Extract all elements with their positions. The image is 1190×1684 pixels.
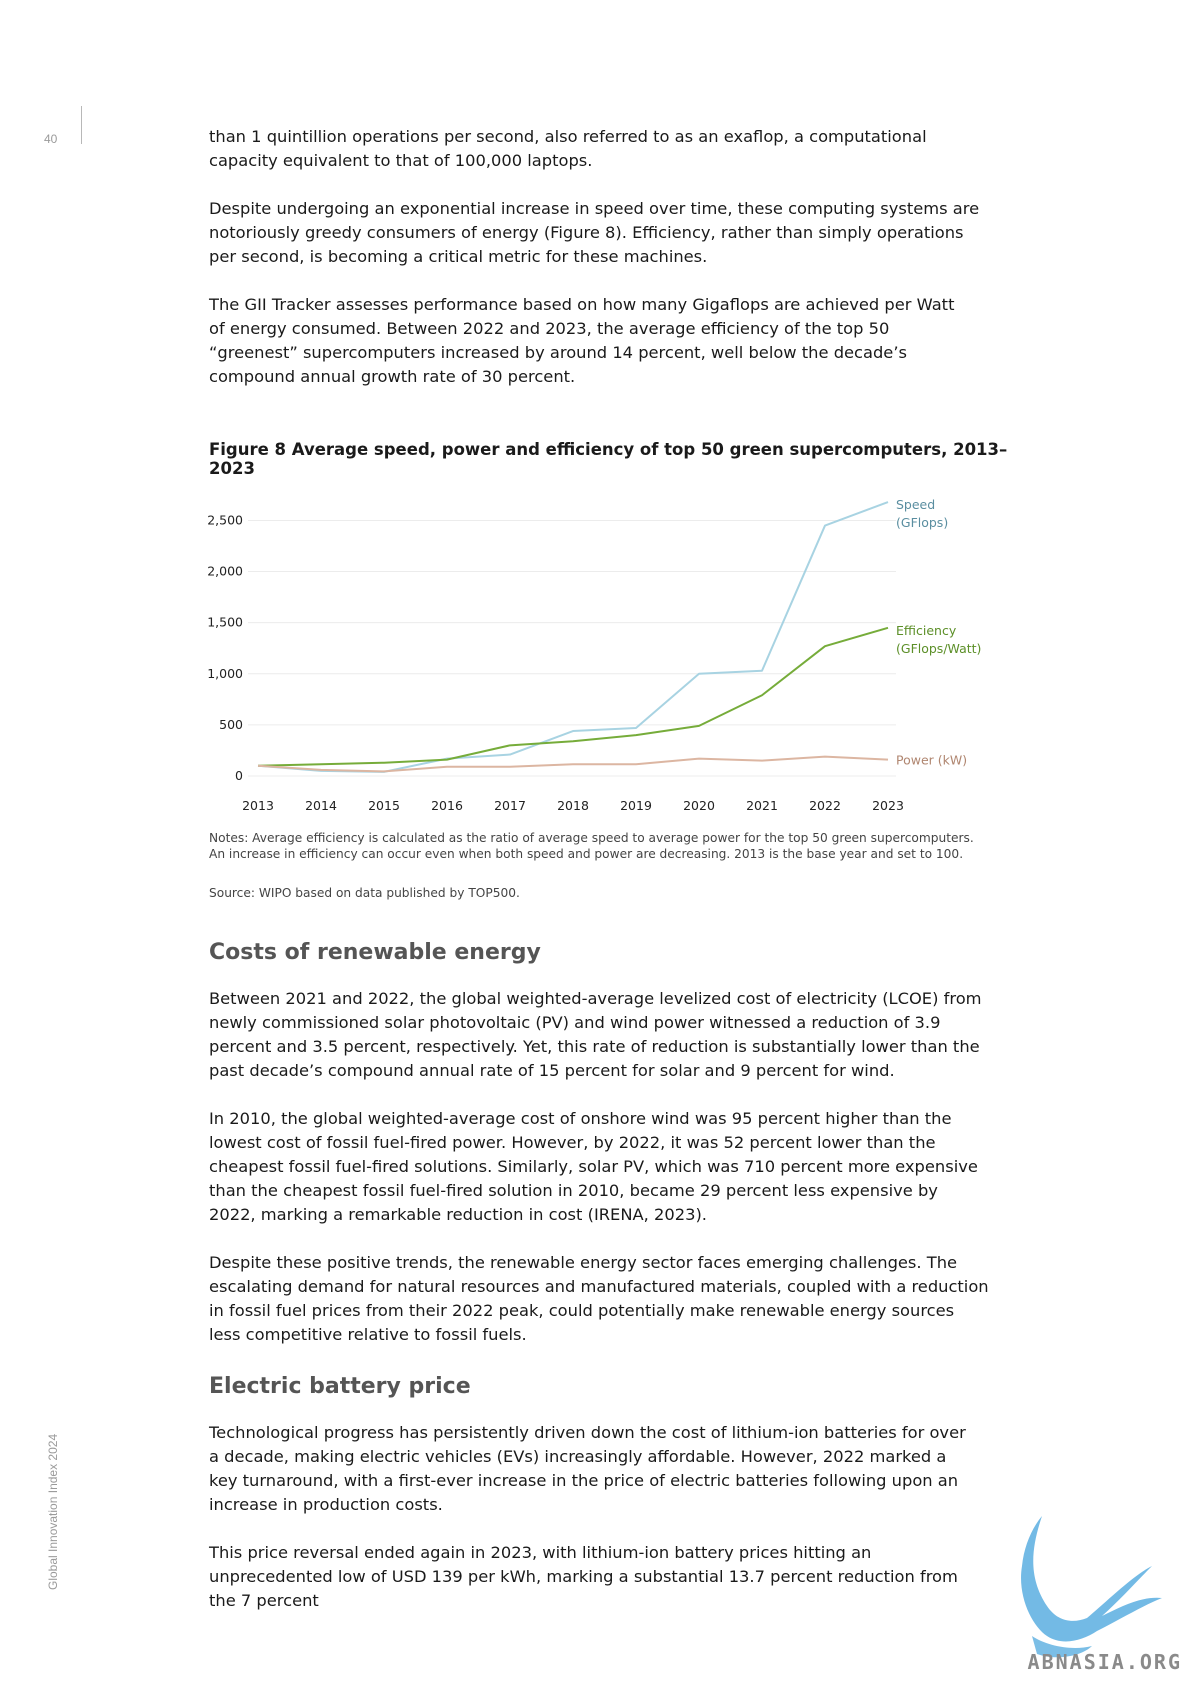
- x-tick-label: 2018: [557, 798, 589, 813]
- watermark-text: ABNASIA.ORG: [1027, 1650, 1182, 1674]
- paragraph: This price reversal ended again in 2023,…: [209, 1543, 958, 1610]
- chart-container: 0 500 1,000 1,500 2,000 2,500 2013 2014 2015 201…: [200, 480, 1000, 820]
- y-tick-label: 0: [235, 768, 243, 783]
- x-tick-label: 2021: [746, 798, 778, 813]
- section-battery-price: Electric battery price Technological pro…: [209, 1374, 989, 1613]
- paragraph: In 2010, the global weighted-average cos…: [209, 1109, 978, 1224]
- watermark-logo: [1002, 1506, 1182, 1676]
- section-heading: Electric battery price: [209, 1374, 471, 1399]
- y-tick-label: 2,500: [207, 512, 243, 527]
- y-axis: 0 500 1,000 1,500 2,000 2,500: [207, 512, 243, 783]
- x-axis: 2013 2014 2015 2016 2017 2018 2019 2020 2021 2022…: [242, 798, 904, 813]
- paragraph: Technological progress has persistently …: [209, 1423, 966, 1514]
- series-line: [257, 501, 889, 773]
- y-tick-label: 500: [219, 717, 243, 732]
- x-tick-label: 2013: [242, 798, 274, 813]
- x-tick-label: 2019: [620, 798, 652, 813]
- section-heading: Costs of renewable energy: [209, 940, 541, 965]
- series-line: [257, 755, 889, 773]
- x-tick-label: 2015: [368, 798, 400, 813]
- x-tick-label: 2022: [809, 798, 841, 813]
- figure-source: Source: WIPO based on data published by …: [209, 886, 520, 900]
- y-tick-label: 1,000: [207, 666, 243, 681]
- series-label: Power (kW): [896, 753, 967, 768]
- paragraph-1: than 1 quintillion operations per second…: [209, 127, 927, 170]
- x-tick-label: 2016: [431, 798, 463, 813]
- paragraph-3: The GII Tracker assesses performance bas…: [209, 295, 955, 386]
- griffin-logo-icon: [1021, 1516, 1162, 1658]
- x-tick-label: 2023: [872, 798, 904, 813]
- paragraph: Despite these positive trends, the renew…: [209, 1253, 989, 1344]
- paragraph-2: Despite undergoing an exponential increa…: [209, 199, 980, 266]
- series-label: Speed (GFlops): [896, 497, 948, 530]
- figure-title: Figure 8 Average speed, power and effici…: [209, 440, 1008, 478]
- series-labels: Speed (GFlops) Efficiency (GFlops/Watt) Powe…: [896, 497, 981, 768]
- chart-grid: [248, 519, 896, 777]
- x-tick-label: 2017: [494, 798, 526, 813]
- series-label: Efficiency (GFlops/Watt): [896, 623, 981, 656]
- chart-series: [257, 501, 889, 773]
- x-tick-label: 2014: [305, 798, 337, 813]
- figure-notes: Notes: Average efficiency is calculated …: [209, 831, 974, 861]
- page-number: 40: [44, 132, 58, 146]
- page-number-divider: [81, 106, 82, 144]
- series-line: [257, 626, 889, 767]
- body-top: than 1 quintillion operations per second…: [209, 125, 989, 389]
- running-title: Global Innovation Index 2024: [46, 1433, 60, 1590]
- y-tick-label: 1,500: [207, 615, 243, 630]
- section-renewable-energy: Costs of renewable energy Between 2021 a…: [209, 940, 989, 1347]
- paragraph: Between 2021 and 2022, the global weight…: [209, 989, 982, 1080]
- y-tick-label: 2,000: [207, 564, 243, 579]
- x-tick-label: 2020: [683, 798, 715, 813]
